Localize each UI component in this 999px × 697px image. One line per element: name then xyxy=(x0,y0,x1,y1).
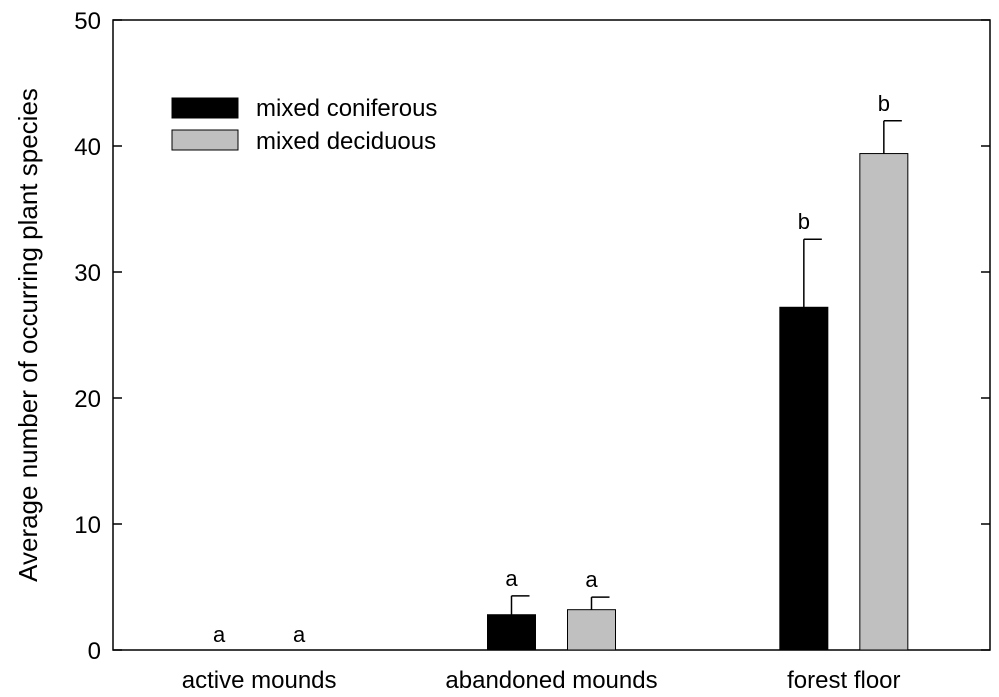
x-category-label: forest floor xyxy=(787,667,900,694)
y-tick-label: 20 xyxy=(74,386,101,413)
bar xyxy=(859,153,909,651)
legend-swatch-mixed-coniferous xyxy=(171,97,239,119)
legend-label-mixed-coniferous: mixed coniferous xyxy=(256,95,437,122)
y-tick-label: 0 xyxy=(88,638,101,665)
bar xyxy=(487,614,536,651)
y-tick-label: 10 xyxy=(74,512,101,539)
y-tick-label: 40 xyxy=(74,134,101,161)
bar xyxy=(567,609,616,651)
legend: mixed coniferous mixed deciduous xyxy=(171,95,437,155)
significance-label: b xyxy=(798,209,810,234)
plot-area: 0 10 20 30 40 50 active mounds a a abandoned moun… xyxy=(74,8,991,694)
significance-label: a xyxy=(585,567,598,592)
legend-swatch-mixed-deciduous xyxy=(171,129,239,151)
y-axis-label: Average number of occurring plant specie… xyxy=(13,88,43,582)
y-tick-label: 30 xyxy=(74,260,101,287)
significance-label: a xyxy=(213,622,226,647)
x-category-label: active mounds xyxy=(182,667,337,694)
y-tick-label: 50 xyxy=(74,8,101,35)
legend-label-mixed-deciduous: mixed deciduous xyxy=(256,128,436,155)
significance-label: a xyxy=(505,566,518,591)
bar xyxy=(779,306,829,651)
significance-label: a xyxy=(293,622,306,647)
plot-frame xyxy=(112,19,991,651)
significance-label: b xyxy=(878,91,890,116)
x-category-label: abandoned mounds xyxy=(445,667,657,694)
